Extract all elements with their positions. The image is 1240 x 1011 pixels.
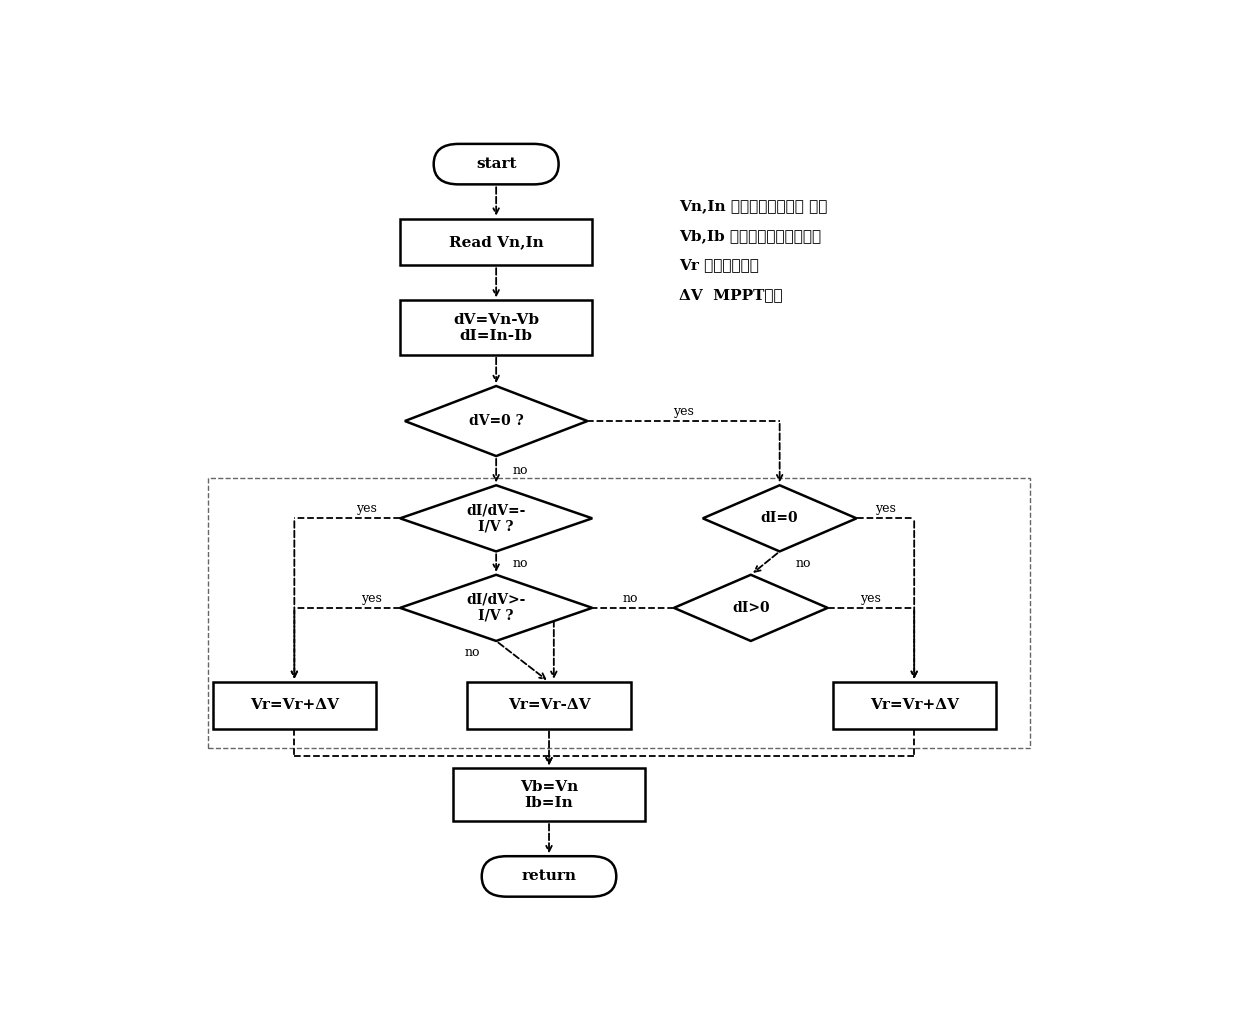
Text: ΔV  MPPT步长: ΔV MPPT步长	[678, 288, 782, 302]
Text: no: no	[464, 646, 480, 659]
Polygon shape	[401, 575, 593, 641]
Text: Vr=Vr-ΔV: Vr=Vr-ΔV	[507, 699, 590, 712]
Polygon shape	[401, 485, 593, 551]
Polygon shape	[404, 386, 588, 456]
Text: yes: yes	[356, 502, 377, 516]
Bar	[401, 300, 593, 355]
Text: yes: yes	[361, 592, 382, 605]
Text: Vr=Vr+ΔV: Vr=Vr+ΔV	[249, 699, 339, 712]
FancyBboxPatch shape	[434, 144, 558, 184]
Text: return: return	[522, 869, 577, 884]
Text: no: no	[796, 557, 811, 569]
Text: no: no	[512, 464, 528, 477]
Text: dV=Vn-Vb
dI=In-Ib: dV=Vn-Vb dI=In-Ib	[453, 312, 539, 343]
Text: dI=0: dI=0	[761, 512, 799, 526]
Text: no: no	[622, 592, 639, 605]
Polygon shape	[675, 575, 828, 641]
Text: dI>0: dI>0	[732, 601, 770, 615]
Text: dI/dV>-
I/V ?: dI/dV>- I/V ?	[466, 592, 526, 623]
Text: start: start	[476, 157, 516, 171]
Bar	[832, 681, 996, 729]
Text: Vb=Vn
Ib=In: Vb=Vn Ib=In	[520, 779, 578, 810]
Text: yes: yes	[875, 502, 895, 516]
Text: yes: yes	[861, 592, 882, 605]
Bar	[453, 768, 645, 821]
Text: dI/dV=-
I/V ?: dI/dV=- I/V ?	[466, 503, 526, 534]
Bar	[401, 218, 593, 265]
Text: yes: yes	[673, 405, 694, 419]
FancyBboxPatch shape	[481, 856, 616, 897]
Bar	[208, 478, 1029, 748]
Text: Vn,In 当前测得的电压， 电流: Vn,In 当前测得的电压， 电流	[678, 199, 827, 213]
Text: Vb,Ib 上次测量的电压，电流: Vb,Ib 上次测量的电压，电流	[678, 228, 821, 243]
Bar	[467, 681, 631, 729]
Text: no: no	[512, 557, 528, 569]
Text: Vr 输出参考电压: Vr 输出参考电压	[678, 259, 759, 272]
Text: dV=0 ?: dV=0 ?	[469, 415, 523, 428]
Text: Read Vn,In: Read Vn,In	[449, 235, 543, 249]
Polygon shape	[703, 485, 857, 551]
Text: Vr=Vr+ΔV: Vr=Vr+ΔV	[869, 699, 959, 712]
Bar	[213, 681, 376, 729]
